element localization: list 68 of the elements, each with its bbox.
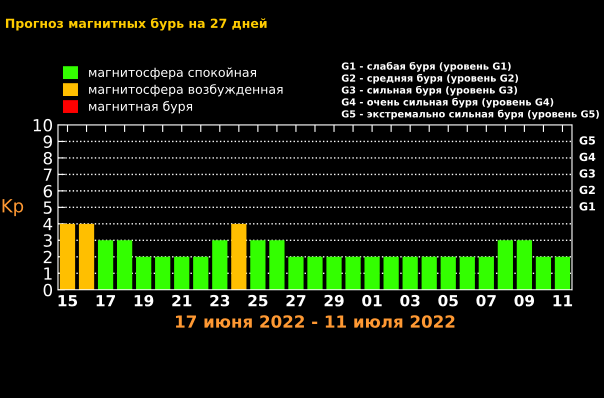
text: G3 - сильная буря (уровень G3) [342, 86, 518, 96]
y-tick-label: 1 [44, 267, 52, 280]
x-tick-label: 11 [554, 295, 572, 306]
bar [60, 224, 76, 290]
text: G2 [579, 186, 595, 194]
bar [326, 256, 342, 290]
y-axis-title: Kp [2, 199, 24, 216]
x-tick-label: 07 [476, 294, 496, 306]
bar [402, 256, 418, 290]
bar [478, 256, 494, 290]
y-tick-label: 7 [44, 168, 52, 181]
x-tick-label: 17 [96, 295, 115, 306]
x-tick-label: 29 [324, 294, 344, 306]
text: G1 [579, 202, 596, 211]
bar [440, 256, 456, 290]
bar [136, 256, 152, 290]
x-tick-label: 15 [58, 295, 78, 306]
text: G3 [579, 169, 595, 178]
text: G1 - слабая буря (уровень G1) [342, 62, 511, 72]
bar [117, 240, 132, 290]
bar [460, 256, 475, 290]
bar [269, 240, 285, 290]
y-tick-label: 10 [34, 118, 52, 132]
bar [78, 224, 94, 290]
bar [231, 224, 246, 290]
bar [554, 256, 570, 290]
legend-label: магнитная буря [89, 101, 192, 114]
x-tick-label: 19 [134, 294, 154, 306]
bar [364, 256, 380, 290]
x-tick-label: 01 [362, 294, 382, 306]
legend-label: магнитосфера возбужденная [89, 84, 283, 96]
legend-label: магнитосфера спокойная [89, 67, 256, 80]
x-tick-label: 05 [438, 294, 458, 306]
bar [516, 240, 532, 290]
bar [384, 256, 399, 290]
x-tick-label: 03 [400, 294, 420, 306]
x-axis-title: 17 июня 2022 - 11 июля 2022 [176, 315, 454, 328]
y-tick-label: 3 [44, 234, 52, 247]
y-tick-label: 9 [44, 135, 52, 148]
y-tick-label: 6 [44, 184, 52, 198]
bar [288, 256, 304, 290]
x-tick-label: 23 [210, 294, 230, 306]
text: G5 - экстремально сильная буря (уровень G5) [342, 110, 599, 120]
bar [536, 256, 552, 290]
text: G5 [579, 136, 596, 145]
bar [422, 256, 437, 290]
bar [193, 256, 208, 290]
x-tick-label: 27 [286, 294, 306, 306]
y-tick-label: 8 [44, 152, 52, 164]
text: G2 - средняя буря (уровень G2) [342, 74, 518, 84]
bar [98, 240, 114, 290]
chart-title: Прогноз магнитных бурь на 27 дней [6, 18, 267, 31]
bar [174, 256, 190, 290]
y-tick-label: 5 [44, 202, 52, 214]
bar [307, 256, 323, 290]
y-tick-label: 4 [43, 218, 52, 230]
bar [498, 240, 513, 290]
x-tick-label: 25 [248, 294, 268, 306]
text: G4 - очень сильная буря (уровень G4) [342, 98, 554, 108]
bar [250, 240, 266, 290]
bar [155, 256, 170, 290]
y-tick-label: 2 [44, 250, 52, 264]
x-tick-label: 09 [514, 294, 534, 306]
x-tick-label: 21 [172, 294, 192, 306]
bar [345, 256, 361, 290]
y-tick-label: 0 [44, 284, 52, 296]
bar [212, 240, 228, 290]
text: G4 [579, 152, 596, 162]
